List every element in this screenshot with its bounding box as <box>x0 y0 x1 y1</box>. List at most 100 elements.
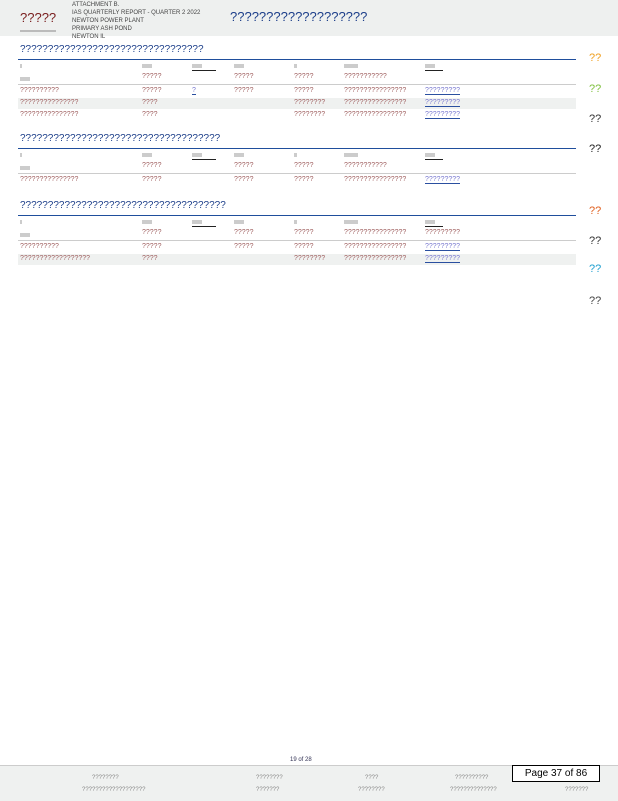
table-cell: ????? <box>142 87 162 94</box>
footer-text: ??????? <box>565 787 589 793</box>
table-cell: ????? <box>142 243 162 250</box>
subheader-cell: ????? <box>142 162 162 169</box>
column-header <box>192 153 202 157</box>
revision-marker: ?? <box>589 143 602 155</box>
section-title: ????????????????????????????????? <box>20 44 204 55</box>
footer-text: ??????? <box>256 787 280 793</box>
table-cell: ???????? <box>294 111 326 118</box>
attachment-text: ATTACHMENT B. IAS QUARTERLY REPORT - QUA… <box>72 1 200 41</box>
column-header <box>294 220 297 224</box>
revision-marker: ?? <box>589 83 602 95</box>
subheader-cell: ??????????? <box>344 162 387 169</box>
table-cell: ?????????? <box>20 87 59 94</box>
footer-text: ?????????? <box>455 775 489 781</box>
column-underline <box>425 159 443 160</box>
table-cell: ???? <box>142 255 158 262</box>
section-rule <box>18 148 576 149</box>
row-background <box>18 98 576 109</box>
column-header <box>234 153 244 157</box>
subheader-cell: ????? <box>294 229 314 236</box>
subheader-cell: ????????? <box>425 229 461 236</box>
subheader-cell: ????? <box>142 229 162 236</box>
subheader-cell: ??????????? <box>344 73 387 80</box>
column-underline <box>425 226 443 227</box>
column-header <box>192 220 202 224</box>
divider <box>20 30 56 32</box>
column-header <box>142 153 152 157</box>
table-link[interactable]: ????????? <box>425 255 461 263</box>
column-header <box>344 220 358 224</box>
header-title: ????? <box>20 10 57 25</box>
column-header <box>192 64 202 68</box>
attachment-line: NEWTON POWER PLANT <box>72 18 144 24</box>
revision-marker: ?? <box>589 205 602 217</box>
subheader-label <box>20 166 30 170</box>
table-cell: ?????????????????? <box>20 255 91 262</box>
table-cell: ??????????????? <box>20 111 79 118</box>
table-link[interactable]: ????????? <box>425 243 461 251</box>
column-underline <box>425 70 443 71</box>
column-header <box>425 220 435 224</box>
table-link[interactable]: ? <box>192 87 196 95</box>
table-cell: ????? <box>294 176 314 183</box>
attachment-line: ATTACHMENT B. <box>72 2 120 8</box>
subheader-cell: ????? <box>234 162 254 169</box>
table-cell: ??????????????? <box>20 99 79 106</box>
footer-text: ??????????????????? <box>82 787 146 793</box>
subheader-label <box>20 77 30 81</box>
column-header <box>20 64 22 68</box>
attachment-line: NEWTON IL <box>72 34 106 40</box>
revision-marker: ?? <box>589 263 602 275</box>
row-divider <box>18 84 576 85</box>
table-link[interactable]: ????????? <box>425 99 461 107</box>
table-cell: ????? <box>294 243 314 250</box>
revision-marker: ?? <box>589 235 602 247</box>
column-header <box>20 153 22 157</box>
table-cell: ????? <box>294 87 314 94</box>
table-cell: ????? <box>234 176 254 183</box>
table-cell: ???????????????? <box>344 111 407 118</box>
footer-text: ???????? <box>358 787 385 793</box>
column-header <box>20 220 22 224</box>
attachment-line: IAS QUARTERLY REPORT - QUARTER 2 2022 <box>72 10 201 16</box>
table-cell: ????? <box>234 87 254 94</box>
column-header <box>142 220 152 224</box>
table-cell: ???????? <box>294 255 326 262</box>
row-background <box>18 254 576 265</box>
subheader-cell: ????? <box>294 162 314 169</box>
table-cell: ???????????????? <box>344 87 407 94</box>
column-underline <box>192 159 216 160</box>
subheader-cell: ????? <box>234 73 254 80</box>
page-label: Page 37 of 86 <box>512 765 600 782</box>
footer-text: ???????? <box>256 775 283 781</box>
page-header <box>0 0 618 36</box>
table-cell: ???????????????? <box>344 99 407 106</box>
column-header <box>294 64 297 68</box>
revision-marker: ?? <box>589 52 602 64</box>
column-header <box>425 153 435 157</box>
subheader-cell: ????? <box>234 229 254 236</box>
section-title: ???????????????????????????????????? <box>20 133 221 144</box>
table-cell: ????? <box>234 243 254 250</box>
footer-text: ???? <box>365 775 379 781</box>
subheader-cell: ????? <box>294 73 314 80</box>
table-link[interactable]: ????????? <box>425 176 461 184</box>
footer-text: ?????????????? <box>450 787 497 793</box>
column-header <box>425 64 435 68</box>
table-cell: ????? <box>142 176 162 183</box>
section-title: ????????????????????????????????????? <box>20 200 226 211</box>
subheader-cell: ???????????????? <box>344 229 407 236</box>
revision-marker: ?? <box>589 295 602 307</box>
table-link[interactable]: ????????? <box>425 111 461 119</box>
table-cell: ???????????????? <box>344 243 407 250</box>
page-counter: 19 of 28 <box>290 757 312 763</box>
table-cell: ???????????????? <box>344 255 407 262</box>
table-cell: ???????????????? <box>344 176 407 183</box>
section-rule <box>18 215 576 216</box>
table-link[interactable]: ????????? <box>425 87 461 95</box>
subheader-cell: ????? <box>142 73 162 80</box>
attachment-line: PRIMARY ASH POND <box>72 26 132 32</box>
revision-marker: ?? <box>589 113 602 125</box>
footer-text: ???????? <box>92 775 119 781</box>
header-right-title: ??????????????????? <box>230 9 368 24</box>
